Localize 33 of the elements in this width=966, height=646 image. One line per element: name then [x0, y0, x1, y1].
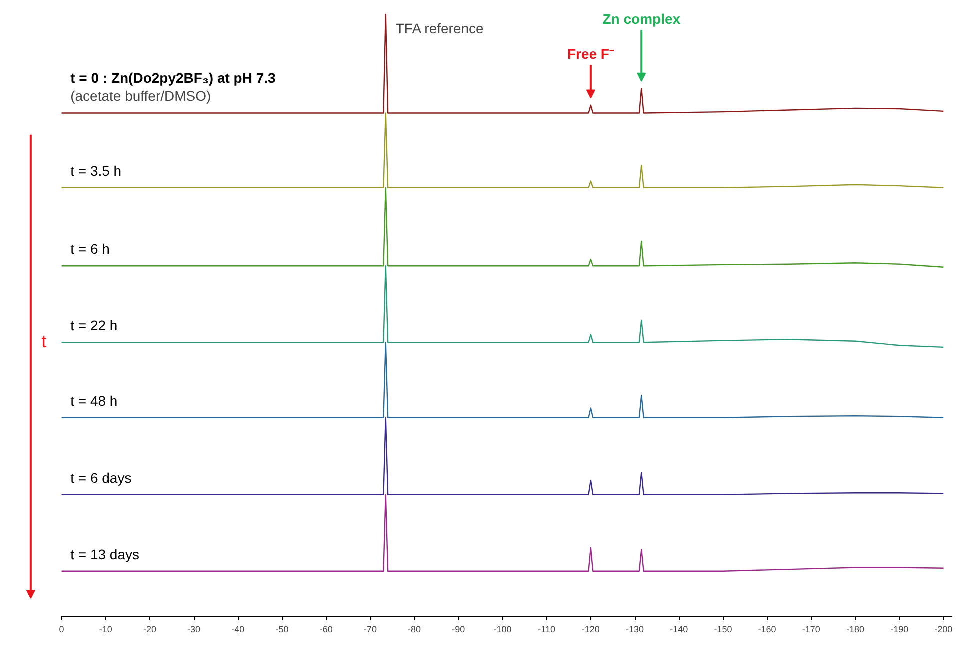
x-tick-label: -30	[188, 624, 201, 634]
series-label: t = 3.5 h	[70, 162, 122, 179]
x-tick-label: -160	[758, 624, 776, 634]
x-tick-label: 0	[59, 624, 64, 634]
x-tick-label: -100	[494, 624, 512, 634]
x-tick-label: -200	[934, 624, 953, 634]
x-tick-label: -10	[99, 624, 112, 634]
series-label: t = 13 days	[70, 546, 140, 562]
series-label: t = 48 h	[70, 392, 118, 409]
x-tick-label: -20	[143, 624, 156, 634]
x-tick-label: -150	[714, 624, 732, 634]
x-tick-label: -80	[408, 624, 422, 634]
x-tick-label: -110	[538, 624, 556, 634]
x-tick-label: -190	[890, 624, 909, 634]
x-tick-label: -90	[452, 624, 466, 634]
x-tick-label: -40	[232, 624, 245, 634]
x-tick-label: -50	[276, 624, 289, 634]
x-tick-label: -140	[670, 624, 688, 634]
annotation: Free F⁻	[567, 46, 614, 62]
x-tick-label: -70	[364, 624, 377, 634]
annotation: Zn complex	[602, 11, 681, 28]
series-label: t = 22 h	[70, 318, 118, 334]
series-label: t = 0 : Zn(Do2py2BF₃) at pH 7.3	[70, 70, 276, 86]
x-tick-label: -120	[582, 624, 600, 634]
series-label: t = 6 h	[70, 241, 110, 258]
annotation: TFA reference	[396, 20, 484, 37]
x-tick-label: -60	[320, 624, 333, 634]
x-tick-label: -130	[626, 624, 644, 634]
annotation: (acetate buffer/DMSO)	[70, 88, 212, 104]
x-tick-label: -180	[846, 624, 864, 634]
text: t	[42, 332, 47, 352]
series-label: t = 6 days	[70, 470, 132, 486]
x-tick-label: -170	[802, 624, 820, 634]
